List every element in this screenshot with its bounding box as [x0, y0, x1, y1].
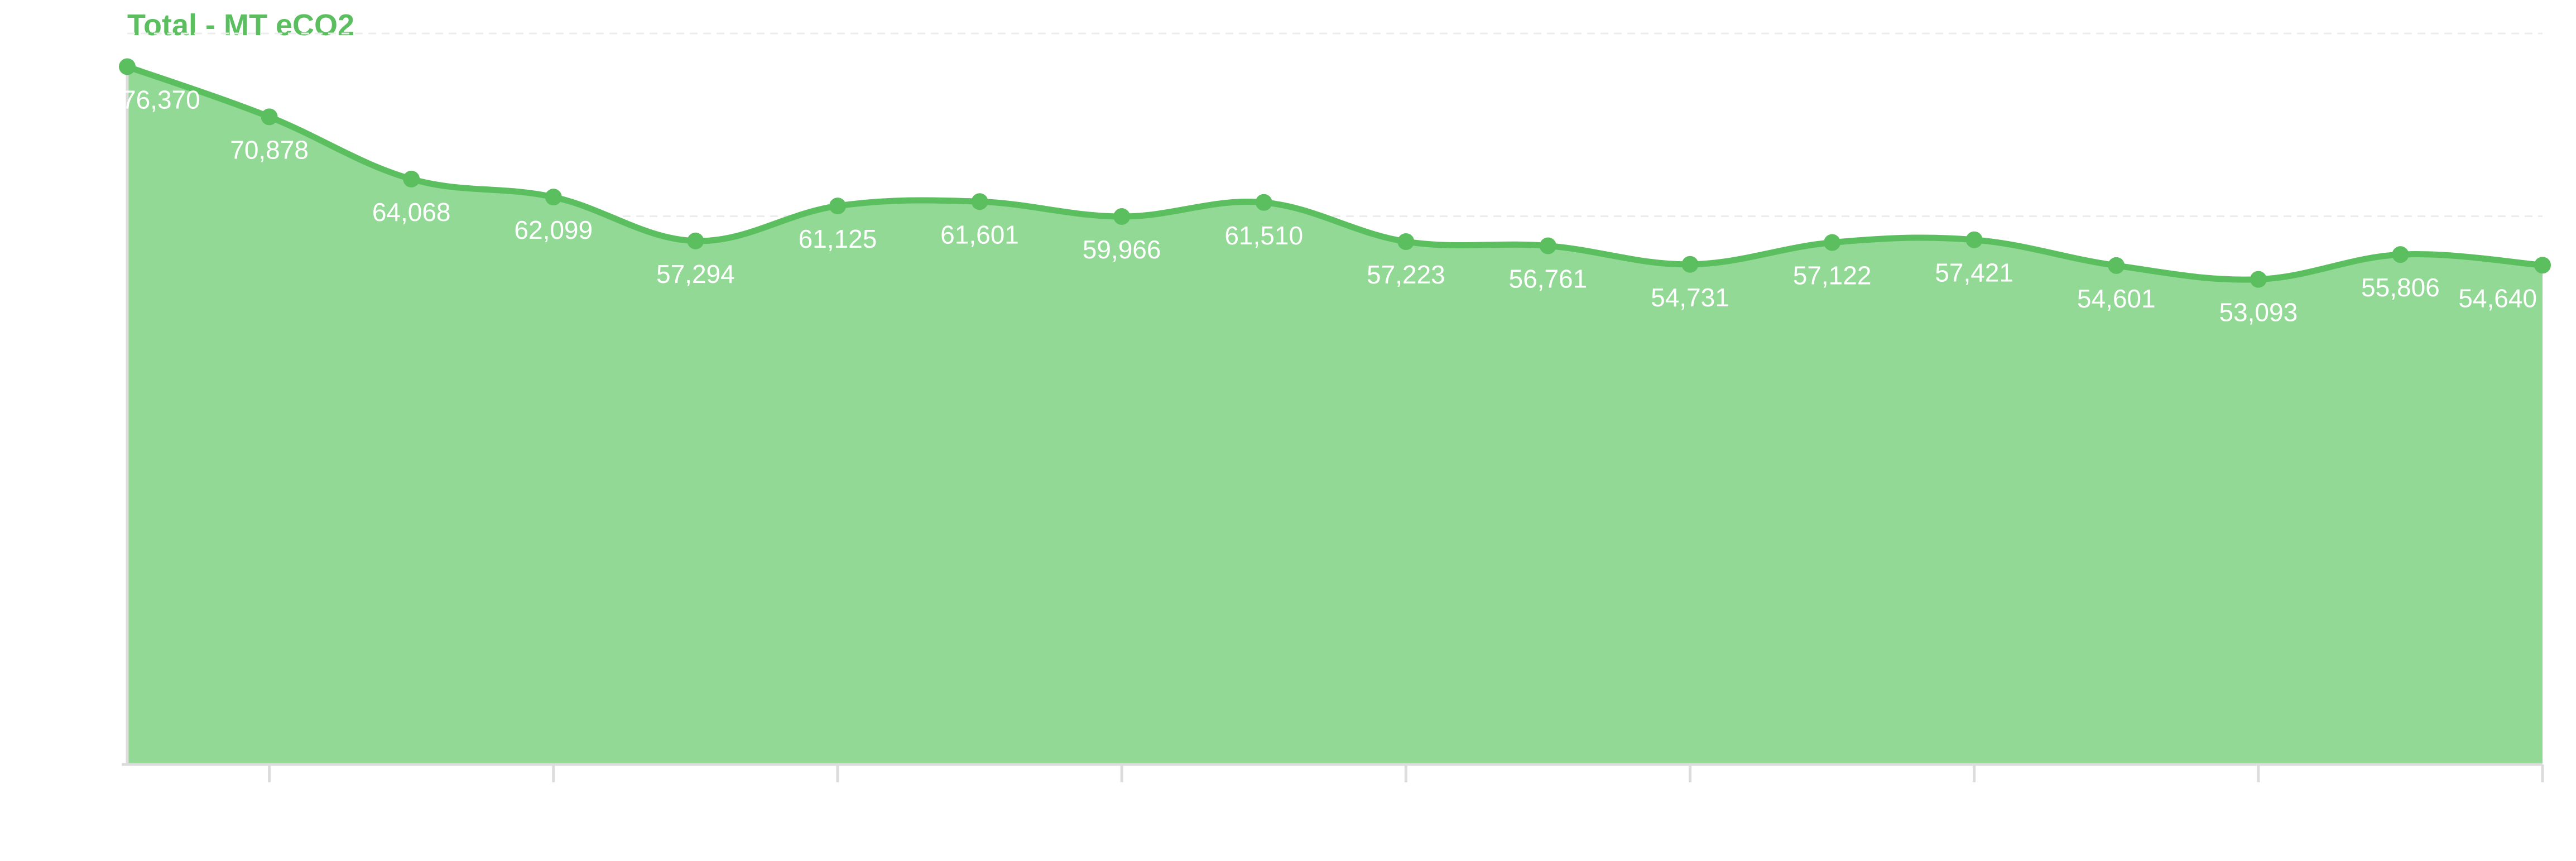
data-label: 61,125 [799, 224, 877, 253]
data-label: 57,294 [656, 259, 735, 288]
series-area [127, 66, 2543, 764]
data-label: 70,878 [230, 135, 309, 164]
data-point[interactable] [545, 189, 562, 206]
data-point[interactable] [1113, 208, 1131, 225]
data-label: 56,761 [1509, 264, 1588, 294]
data-point[interactable] [119, 58, 136, 75]
data-label: 57,421 [1935, 258, 2013, 287]
data-point[interactable] [2108, 257, 2125, 274]
series-line [124, 63, 2546, 283]
data-label: 57,223 [1367, 260, 1445, 289]
data-label: 55,806 [2361, 273, 2440, 302]
data-label: 57,122 [1793, 261, 1872, 290]
data-point[interactable] [1965, 231, 1983, 248]
data-label: 64,068 [372, 198, 451, 227]
data-label: 76,370 [122, 85, 200, 114]
area-layer [124, 63, 2546, 764]
chart-title: Total - MT eCO2 [127, 8, 355, 42]
data-point[interactable] [1539, 237, 1556, 254]
data-point[interactable] [971, 193, 988, 210]
data-label: 54,601 [2077, 284, 2156, 313]
label-layer: 76,370 70,878 64,068 62,099 57,294 61,125 61,6… [122, 85, 2537, 326]
data-label: 61,601 [940, 220, 1019, 249]
point-layer [119, 58, 2551, 288]
data-label: 62,099 [514, 215, 593, 244]
data-label: 53,093 [2219, 298, 2298, 327]
data-point[interactable] [1824, 234, 1841, 251]
data-point[interactable] [1681, 256, 1699, 273]
data-point[interactable] [2392, 246, 2409, 263]
data-point[interactable] [829, 198, 846, 215]
data-label: 59,966 [1083, 235, 1161, 264]
data-point[interactable] [261, 108, 278, 126]
data-label: 54,731 [1651, 283, 1729, 312]
data-label: 54,640 [2458, 283, 2537, 312]
axis-layer [122, 73, 2544, 782]
data-point[interactable] [403, 170, 420, 187]
data-point[interactable] [2534, 257, 2551, 274]
data-point[interactable] [1255, 194, 1272, 211]
data-point[interactable] [2250, 271, 2267, 288]
data-label: 61,510 [1224, 221, 1303, 250]
data-point[interactable] [687, 232, 704, 249]
data-point[interactable] [1397, 233, 1415, 250]
